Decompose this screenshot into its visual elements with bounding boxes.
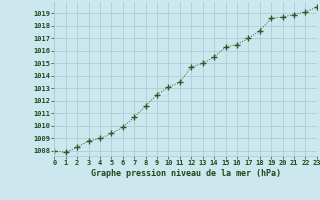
X-axis label: Graphe pression niveau de la mer (hPa): Graphe pression niveau de la mer (hPa) bbox=[91, 169, 281, 178]
